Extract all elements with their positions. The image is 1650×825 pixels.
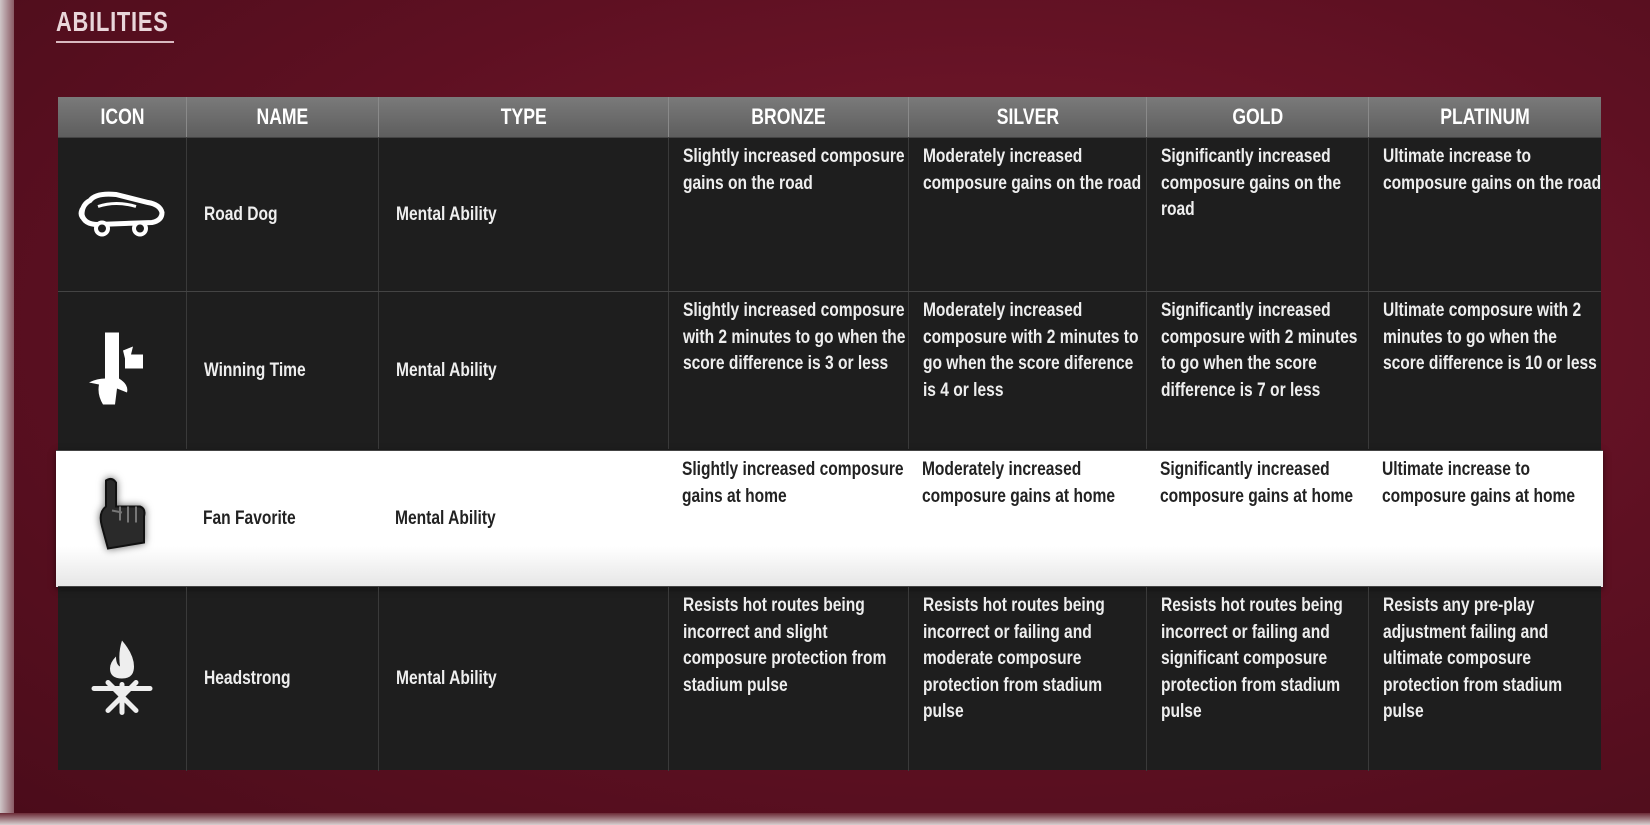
winning-time-hand-icon	[87, 328, 157, 413]
cell-type: Mental Ability	[378, 292, 668, 449]
ability-name: Winning Time	[204, 359, 306, 381]
cell-platinum: Ultimate composure with 2 minutes to go …	[1368, 292, 1601, 449]
table-row[interactable]: Fan Favorite Mental Ability Slightly incre…	[56, 450, 1603, 587]
silver-description: Moderately increased composure gains on …	[922, 146, 1142, 194]
ability-type: Mental Ability	[395, 508, 496, 529]
bronze-description: Slightly increased composure gains on th…	[682, 146, 905, 194]
bronze-description: Resists hot routes being incorrect and s…	[682, 595, 887, 696]
title-underline	[56, 41, 174, 43]
cell-silver: Moderately increased composure gains on …	[908, 138, 1146, 292]
platinum-description: Resists any pre-play adjustment failing …	[1382, 595, 1563, 722]
cell-icon	[58, 292, 186, 449]
gold-description: Significantly increased composure gains …	[1160, 146, 1342, 220]
ability-name: Fan Favorite	[203, 508, 296, 529]
column-header-bronze[interactable]: BRONZE	[668, 97, 908, 137]
cell-icon	[58, 451, 186, 587]
table-row[interactable]: Road Dog Mental Ability Slightly increased…	[58, 137, 1601, 292]
cell-gold: Significantly increased composure with 2…	[1146, 292, 1368, 449]
cell-gold: Significantly increased composure gains …	[1146, 138, 1368, 292]
page-title: ABILITIES	[56, 6, 169, 37]
ability-name: Headstrong	[204, 668, 291, 689]
cell-platinum: Resists any pre-play adjustment failing …	[1368, 587, 1601, 771]
abilities-table: ICON NAME TYPE BRONZE SILVER GOLD PLATINUM Roa…	[56, 97, 1603, 771]
gold-description: Resists hot routes being incorrect or fa…	[1160, 595, 1343, 722]
gold-description: Significantly increased composure gains …	[1159, 459, 1354, 507]
ability-name: Road Dog	[204, 204, 278, 225]
foam-finger-icon	[92, 477, 152, 562]
bronze-description: Slightly increased composure with 2 minu…	[682, 300, 906, 374]
table-row[interactable]: Headstrong Mental Ability Resists hot rout…	[58, 586, 1601, 771]
cell-silver: Moderately increased composure with 2 mi…	[908, 292, 1146, 449]
cell-type: Mental Ability	[378, 587, 668, 771]
cell-name: Fan Favorite	[186, 451, 378, 587]
cell-platinum: Ultimate increase to composure gains on …	[1368, 138, 1601, 292]
ability-type: Mental Ability	[396, 668, 497, 689]
silver-description: Resists hot routes being incorrect or fa…	[922, 595, 1105, 722]
platinum-description: Ultimate increase to composure gains on …	[1382, 146, 1602, 194]
cell-platinum: Ultimate increase to composure gains at …	[1368, 451, 1601, 587]
column-header-type[interactable]: TYPE	[378, 97, 668, 137]
column-header-label: SILVER	[996, 104, 1059, 129]
cell-bronze: Slightly increased composure with 2 minu…	[668, 292, 908, 449]
column-header-silver[interactable]: SILVER	[908, 97, 1146, 137]
column-header-label: GOLD	[1232, 104, 1283, 129]
table-header: ICON NAME TYPE BRONZE SILVER GOLD PLATINUM	[58, 97, 1601, 137]
fire-snowflake-icon	[90, 637, 154, 722]
cell-type: Mental Ability	[378, 451, 668, 587]
column-header-icon[interactable]: ICON	[58, 97, 186, 137]
column-header-label: TYPE	[500, 104, 547, 129]
silver-description: Moderately increased composure with 2 mi…	[922, 300, 1139, 401]
platinum-description: Ultimate increase to composure gains at …	[1381, 459, 1576, 507]
cell-silver: Resists hot routes being incorrect or fa…	[908, 587, 1146, 771]
cell-silver: Moderately increased composure gains at …	[908, 451, 1146, 587]
cell-gold: Significantly increased composure gains …	[1146, 451, 1368, 587]
cell-icon	[58, 138, 186, 292]
cell-gold: Resists hot routes being incorrect or fa…	[1146, 587, 1368, 771]
bronze-description: Slightly increased composure gains at ho…	[681, 459, 904, 507]
cell-name: Road Dog	[186, 138, 378, 292]
cell-name: Headstrong	[186, 587, 378, 771]
column-header-gold[interactable]: GOLD	[1146, 97, 1368, 137]
column-header-platinum[interactable]: PLATINUM	[1368, 97, 1601, 137]
column-header-name[interactable]: NAME	[186, 97, 378, 137]
cell-name: Winning Time	[186, 292, 378, 449]
bottom-torn-edge	[0, 813, 1650, 825]
gold-description: Significantly increased composure with 2…	[1160, 300, 1358, 401]
column-header-label: NAME	[256, 104, 309, 129]
column-header-label: PLATINUM	[1440, 104, 1530, 129]
cell-icon	[58, 587, 186, 771]
cell-bronze: Slightly increased composure gains on th…	[668, 138, 908, 292]
silver-description: Moderately increased composure gains at …	[921, 459, 1116, 507]
road-dog-bus-icon	[76, 187, 168, 244]
cell-bronze: Resists hot routes being incorrect and s…	[668, 587, 908, 771]
table-row[interactable]: Winning Time Mental Ability Slightly incre…	[58, 291, 1601, 449]
column-header-label: ICON	[100, 104, 144, 129]
platinum-description: Ultimate composure with 2 minutes to go …	[1382, 300, 1597, 374]
column-header-label: BRONZE	[751, 104, 826, 129]
cell-bronze: Slightly increased composure gains at ho…	[668, 451, 908, 587]
left-torn-edge	[0, 0, 14, 825]
ability-type: Mental Ability	[396, 204, 497, 225]
ability-type: Mental Ability	[396, 359, 497, 381]
cell-type: Mental Ability	[378, 138, 668, 292]
